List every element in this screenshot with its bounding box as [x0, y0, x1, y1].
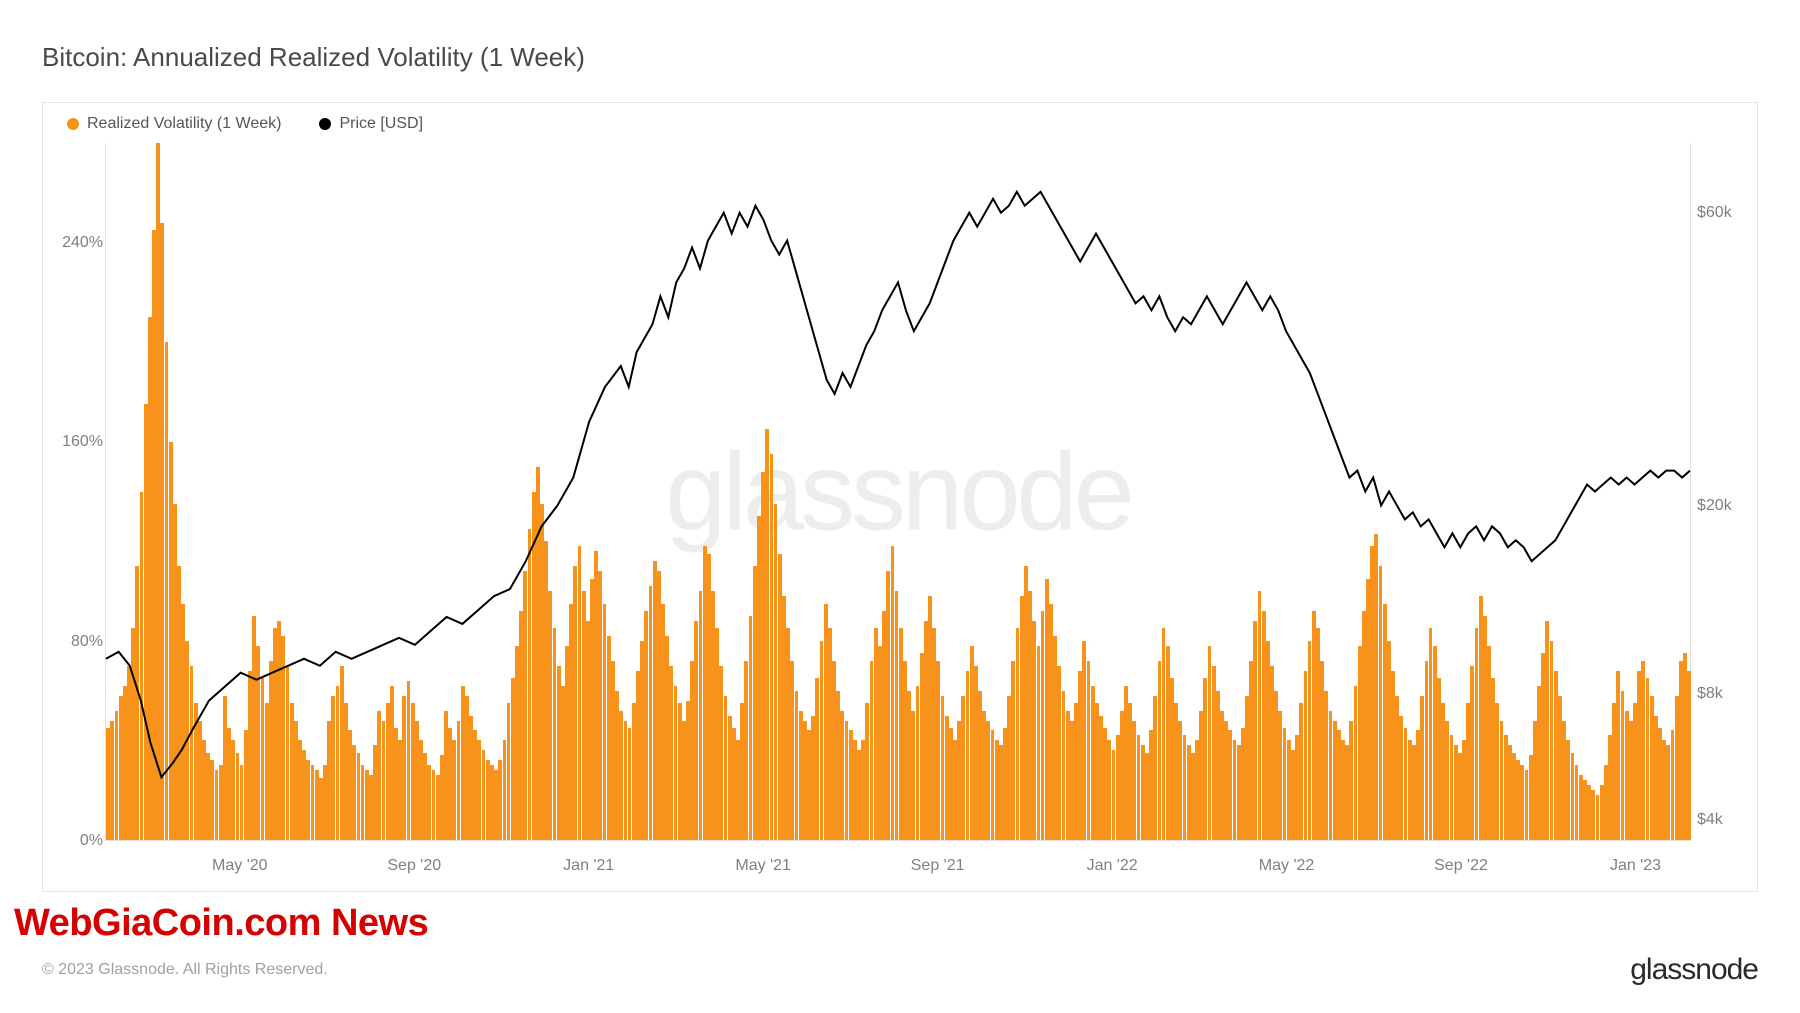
legend-swatch-price — [319, 118, 331, 130]
y-axis-left: 0%80%160%240% — [61, 143, 103, 841]
legend: Realized Volatility (1 Week) Price [USD] — [67, 115, 423, 133]
y-axis-right: $4k$8k$20k$60k — [1697, 143, 1739, 841]
copyright-text: © 2023 Glassnode. All Rights Reserved. — [42, 961, 328, 979]
legend-item-volatility: Realized Volatility (1 Week) — [67, 115, 281, 133]
legend-item-price: Price [USD] — [319, 115, 423, 133]
legend-label-volatility: Realized Volatility (1 Week) — [87, 115, 281, 133]
chart-frame: Realized Volatility (1 Week) Price [USD]… — [42, 102, 1758, 892]
chart-title: Bitcoin: Annualized Realized Volatility … — [42, 42, 585, 73]
legend-swatch-volatility — [67, 118, 79, 130]
plot-area: glassnode — [105, 143, 1691, 841]
price-line — [106, 143, 1690, 840]
brand-logo-text: glassnode — [1630, 953, 1758, 987]
legend-label-price: Price [USD] — [339, 115, 423, 133]
overlay-watermark-text: WebGiaCoin.com News — [14, 902, 428, 945]
x-axis: May '20Sep '20Jan '21May '21Sep '21Jan '… — [105, 857, 1691, 877]
